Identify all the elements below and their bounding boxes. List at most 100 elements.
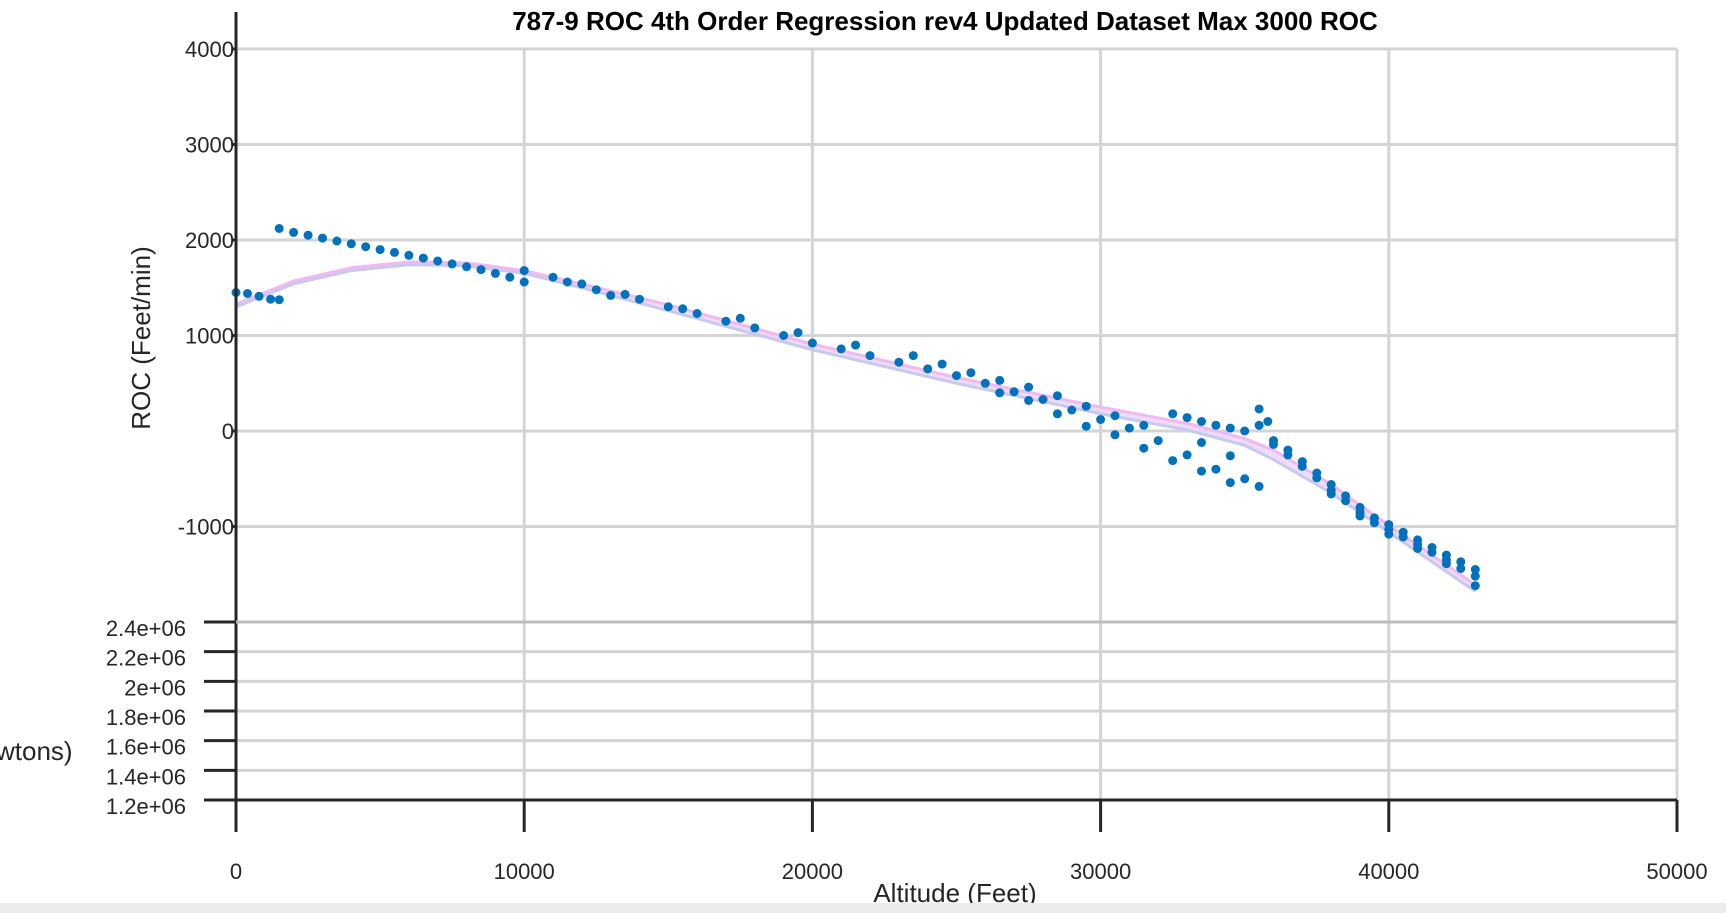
data-point xyxy=(418,253,428,263)
data-point xyxy=(692,309,702,318)
data-point xyxy=(447,259,457,269)
data-point xyxy=(1182,450,1192,460)
data-point xyxy=(1110,430,1120,440)
fit-line-lower xyxy=(235,263,1477,593)
lower-y-tick-label: 1.2e+06 xyxy=(106,794,186,819)
data-point xyxy=(1326,489,1336,499)
data-point xyxy=(1197,438,1206,447)
data-point xyxy=(1024,395,1034,405)
data-point xyxy=(1470,571,1480,581)
data-point xyxy=(750,323,760,333)
data-point xyxy=(1168,409,1178,419)
data-point xyxy=(289,227,299,237)
data-point xyxy=(807,338,817,348)
data-point xyxy=(1225,423,1235,433)
data-point xyxy=(966,368,976,378)
y-tick-label: 3000 xyxy=(185,133,234,158)
y-tick-label: -1000 xyxy=(178,515,234,540)
data-point xyxy=(1052,409,1062,419)
data-point xyxy=(1211,464,1221,474)
data-point xyxy=(303,230,313,240)
data-point xyxy=(1168,456,1178,466)
lower-y-tick-label: 1.4e+06 xyxy=(106,764,186,789)
y-tick-labels: -1000 0 1000 2000 3000 4000 xyxy=(178,37,234,540)
axes xyxy=(204,12,1679,832)
data-point xyxy=(1312,473,1322,483)
x-tick-label: 30000 xyxy=(1070,859,1131,884)
data-point xyxy=(266,294,276,304)
data-point xyxy=(1038,395,1048,404)
data-point xyxy=(1211,420,1221,430)
regression-fit xyxy=(235,260,1477,593)
data-point xyxy=(1110,411,1120,421)
lower-y-axis-label: wtons) xyxy=(0,736,73,766)
data-point xyxy=(1197,417,1206,426)
data-point xyxy=(952,371,961,381)
data-point xyxy=(1153,436,1163,446)
data-point xyxy=(1225,478,1235,488)
data-point xyxy=(937,359,947,369)
data-point xyxy=(1182,413,1192,423)
lower-y-tick-label: 1.8e+06 xyxy=(106,705,186,730)
data-point xyxy=(1052,391,1062,401)
data-point xyxy=(1441,550,1451,560)
data-point xyxy=(851,340,861,350)
data-point xyxy=(678,304,688,314)
data-point xyxy=(1263,417,1273,426)
x-tick-labels: 0 10000 20000 30000 40000 50000 xyxy=(230,859,1708,884)
data-point xyxy=(635,294,644,304)
data-point xyxy=(562,277,572,287)
lower-y-tick-label: 2e+06 xyxy=(124,675,186,700)
data-point xyxy=(1067,405,1077,415)
data-point xyxy=(980,378,990,388)
x-tick-label: 40000 xyxy=(1358,859,1419,884)
data-point xyxy=(433,256,443,266)
data-point xyxy=(1124,423,1134,433)
data-point xyxy=(1355,511,1365,521)
data-point xyxy=(1009,387,1019,397)
y-tick-label: 2000 xyxy=(185,228,234,253)
y-tick-label: 4000 xyxy=(185,37,234,62)
x-tick-label: 20000 xyxy=(782,859,843,884)
data-point xyxy=(735,313,745,323)
data-point xyxy=(620,289,630,299)
data-point xyxy=(519,277,529,287)
x-tick-label: 10000 xyxy=(494,859,555,884)
y-tick-label: 1000 xyxy=(185,324,234,349)
y-axis-label: ROC (Feet/min) xyxy=(126,246,156,429)
fit-band xyxy=(236,262,1476,592)
data-point xyxy=(274,295,284,305)
data-point xyxy=(1470,581,1480,591)
x-tick-label: 0 xyxy=(230,859,242,884)
data-point xyxy=(1254,420,1264,430)
data-point xyxy=(1427,543,1437,552)
chart-title: 787-9 ROC 4th Order Regression rev4 Upda… xyxy=(512,6,1378,36)
lower-y-tick-label: 1.6e+06 xyxy=(106,735,186,760)
data-point xyxy=(390,247,399,257)
data-point xyxy=(1254,404,1264,414)
data-point xyxy=(908,351,918,361)
data-point xyxy=(1413,535,1423,545)
data-point xyxy=(1283,450,1293,460)
data-point xyxy=(519,266,529,276)
data-point xyxy=(1096,415,1106,424)
data-point xyxy=(1225,451,1235,461)
data-point xyxy=(1139,443,1149,453)
lower-y-tick-labels: 1.2e+06 1.4e+06 1.6e+06 1.8e+06 2e+06 2.2e+06… xyxy=(106,616,186,819)
grid xyxy=(236,47,1679,802)
data-point xyxy=(577,279,587,289)
data-point xyxy=(1197,466,1206,476)
scatter-series xyxy=(231,224,1480,591)
data-point xyxy=(361,242,371,252)
data-point xyxy=(923,364,933,374)
data-point xyxy=(490,268,500,278)
data-point xyxy=(721,316,731,326)
data-point xyxy=(1139,420,1149,430)
y-tick-label: 0 xyxy=(222,419,234,444)
data-point xyxy=(1240,474,1250,484)
data-point xyxy=(462,262,472,272)
data-point xyxy=(793,328,803,338)
data-point xyxy=(346,239,356,249)
data-point xyxy=(274,224,284,233)
lower-y-tick-label: 2.4e+06 xyxy=(106,616,186,641)
